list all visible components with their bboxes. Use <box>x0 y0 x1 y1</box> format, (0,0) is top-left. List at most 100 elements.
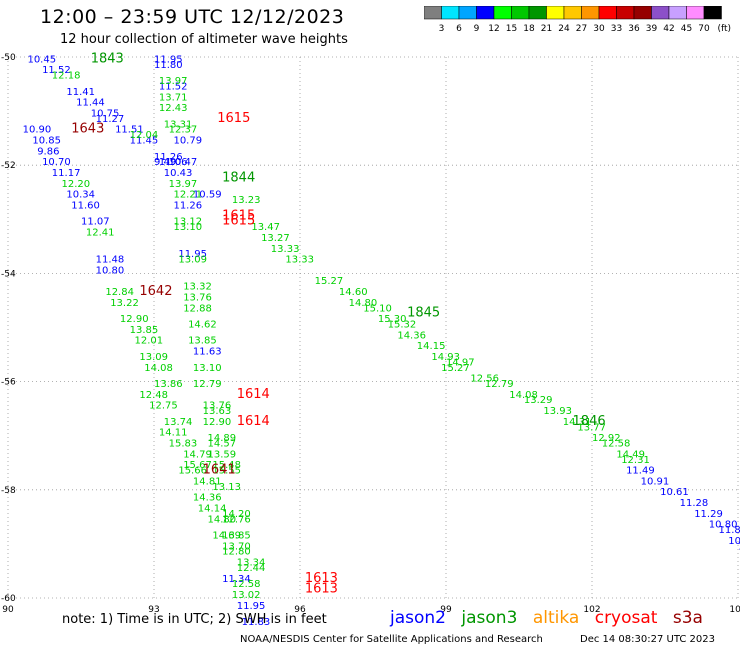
wave-height-value: 14.31 <box>563 417 592 428</box>
pass-time-label: 1614 <box>237 414 270 429</box>
pass-time-label: 1615 <box>217 111 250 126</box>
wave-height-value: 10.34 <box>66 190 95 201</box>
wave-height-value: 10.80 <box>96 265 125 276</box>
wave-height-value: 14.57 <box>208 439 237 450</box>
legend-label: 9 <box>474 24 480 34</box>
wave-height-value: 13.10 <box>193 363 222 374</box>
wave-height-value: 13.76 <box>183 292 212 303</box>
wave-height-value: 13.77 <box>577 422 606 433</box>
wave-height-value: 13.59 <box>208 449 237 460</box>
wave-height-value: 12.80 <box>222 547 251 558</box>
wave-height-value: 13.34 <box>237 558 266 569</box>
wave-height-value: 12.58 <box>232 579 261 590</box>
legend-unit: (ft) <box>718 24 732 34</box>
wave-height-value: 11.84 <box>719 525 740 536</box>
pass-time-label: 1642 <box>139 284 172 299</box>
wave-height-value: 13.93 <box>543 406 572 417</box>
wave-height-value: 14.36 <box>397 330 426 341</box>
wave-height-value: 12.21 <box>173 190 202 201</box>
wave-height-value: 11.34 <box>222 574 251 585</box>
wave-height-value: 12.48 <box>139 390 168 401</box>
pass-time-label: 1843 <box>91 51 124 66</box>
wave-height-value: 14.97 <box>446 357 475 368</box>
sat-cryosat: cryosat <box>594 608 658 628</box>
wave-height-value: 13.12 <box>173 217 202 228</box>
wave-height-value: 11.06 <box>159 157 188 168</box>
wave-height-value: 12.88 <box>183 303 212 314</box>
pass-time-label: 1845 <box>407 306 440 321</box>
legend-label: 42 <box>663 24 674 34</box>
legend-label: 70 <box>698 24 710 34</box>
wave-height-value: 13.85 <box>130 325 159 336</box>
wave-height-value: 14.62 <box>188 320 217 331</box>
wave-height-value: 11.95 <box>178 249 207 260</box>
pass-time-label: 1614 <box>237 387 270 402</box>
wave-height-value: 11.27 <box>96 114 125 125</box>
wave-height-value: 12.58 <box>602 439 631 450</box>
y-tick-label: -60 <box>1 594 16 604</box>
wave-height-value: 14.81 <box>193 476 222 487</box>
wave-height-value: 13.29 <box>524 395 553 406</box>
wave-height-value: 10.85 <box>32 136 61 147</box>
page-title: 12:00 – 23:59 UTC 12/12/2023 <box>40 6 345 28</box>
wave-height-value: 14.49 <box>616 449 645 460</box>
wave-height-value: 13.09 <box>139 352 168 363</box>
wave-height-value: 10.79 <box>173 136 202 147</box>
credit-line: NOAA/NESDIS Center for Satellite Applica… <box>240 634 543 645</box>
legend-swatch <box>703 6 722 20</box>
wave-height-value: 10.75 <box>91 109 120 120</box>
pass-time-label: 1641 <box>203 463 236 478</box>
x-tick-label: 93 <box>148 605 159 615</box>
wave-height-value: 14.80 <box>349 298 378 309</box>
wave-height-value: 11.52 <box>42 65 71 76</box>
wave-height-value: 14.93 <box>431 352 460 363</box>
footer-note: note: 1) Time is in UTC; 2) SWH is in fe… <box>62 612 327 627</box>
wave-height-value: 14.36 <box>193 493 222 504</box>
wave-height-value: 11.17 <box>52 168 81 179</box>
wave-height-value: 11.48 <box>96 255 125 266</box>
wave-height-value: 15.27 <box>441 363 470 374</box>
wave-height-value: 11.26 <box>154 152 183 163</box>
legend-label: 36 <box>628 24 640 34</box>
wave-height-value: 14.89 <box>208 433 237 444</box>
wave-height-value: 11.41 <box>66 87 95 98</box>
legend-label: 33 <box>611 24 622 34</box>
wave-height-value: 11.95 <box>154 54 183 65</box>
wave-height-value: 11.95 <box>237 601 266 612</box>
x-tick-label: 96 <box>294 605 306 615</box>
sat-s3a: s3a <box>672 608 703 628</box>
wave-height-value: 10.47 <box>169 157 198 168</box>
wave-height-value: 12.37 <box>169 125 198 136</box>
wave-height-value: 11.28 <box>680 498 709 509</box>
wave-height-value: 11.26 <box>173 200 202 211</box>
color-legend: 3 6 9 12 15 18 21 24 27 30 33 36 39 42 45 70 (ft) <box>424 6 732 34</box>
legend-label: 18 <box>523 24 535 34</box>
wave-height-value: 12.44 <box>237 563 266 574</box>
pass-time-label: 1613 <box>305 571 338 586</box>
wave-height-value: 13.85 <box>188 336 217 347</box>
wave-height-value: 15.67 <box>183 460 212 471</box>
legend-label: 24 <box>558 24 570 34</box>
wave-height-value: 12.90 <box>120 314 149 325</box>
wave-height-value: 11.45 <box>130 136 159 147</box>
x-tick-label: 105 <box>729 605 740 615</box>
wave-height-value: 14.08 <box>509 390 538 401</box>
pass-time-label: 1846 <box>573 414 606 429</box>
wave-height-value: 11.49 <box>626 466 655 477</box>
wave-height-value: 13.31 <box>164 119 193 130</box>
satellite-legend: jason2 jason3 altika cryosat s3a <box>390 608 713 628</box>
wave-height-value: 14.60 <box>339 287 368 298</box>
wave-height-value: 15.10 <box>363 303 392 314</box>
wave-height-value: 13.97 <box>169 179 198 190</box>
pass-time-label: 1615 <box>222 214 255 229</box>
wave-height-value: 10.80 <box>709 520 738 531</box>
wave-height-value: 14.15 <box>417 341 446 352</box>
legend-label: 3 <box>439 24 445 34</box>
sat-jason2: jason2 <box>390 608 446 628</box>
wave-height-value: 15.30 <box>378 314 407 325</box>
wave-height-value: 12.20 <box>62 179 91 190</box>
legend-label: 21 <box>541 24 552 34</box>
wave-height-value: 13.70 <box>222 541 251 552</box>
sat-altika: altika <box>532 608 580 628</box>
